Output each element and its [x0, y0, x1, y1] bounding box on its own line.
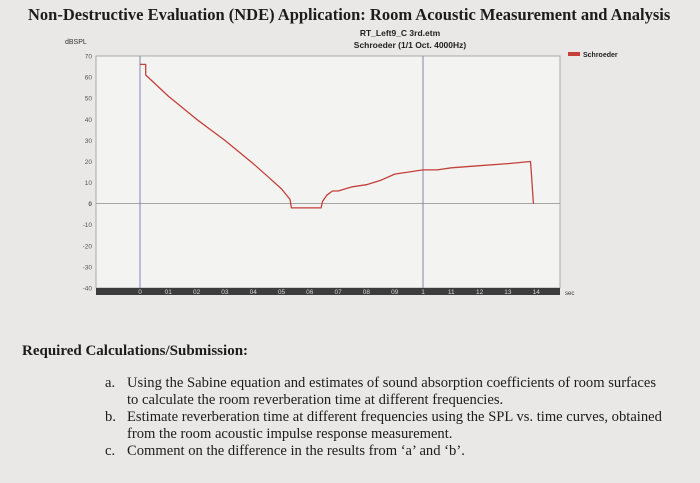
- chart-title: RT_Left9_C 3rd.etm: [360, 28, 441, 38]
- y-tick-label: 20: [85, 159, 93, 166]
- x-tick-label: 11: [448, 289, 455, 296]
- list-item-text: Comment on the difference in the results…: [127, 443, 465, 459]
- page-title: Non-Destructive Evaluation (NDE) Applica…: [28, 5, 671, 24]
- list-marker: b.: [105, 409, 116, 425]
- legend-swatch: [568, 52, 580, 56]
- y-tick-label: 40: [85, 117, 93, 124]
- y-tick-label: 10: [85, 180, 93, 187]
- x-tick-label: 05: [278, 289, 286, 296]
- y-tick-labels: 70 60 50 40 30 20 10 0 -10 -20 -30 -40: [83, 54, 93, 293]
- y-tick-label: -20: [83, 243, 93, 250]
- list-item: b. Estimate reverberation time at differ…: [105, 409, 665, 443]
- y-tick-label: 0: [88, 201, 92, 208]
- chart-subtitle: Schroeder (1/1 Oct. 4000Hz): [354, 40, 467, 50]
- x-axis-band: [96, 288, 560, 295]
- legend-label: Schroeder: [583, 52, 618, 59]
- y-tick-label: -30: [83, 264, 93, 271]
- y-tick-label: 30: [85, 138, 93, 145]
- x-tick-labels: 0 01 02 03 04 05 06 07 08 09 1 11 12 13 14: [138, 289, 540, 296]
- x-tick-label: 04: [250, 289, 258, 296]
- y-axis-label: dBSPL: [65, 39, 87, 46]
- x-tick-label: 0: [138, 289, 142, 296]
- y-tick-label: 70: [85, 54, 93, 61]
- schroeder-chart: RT_Left9_C 3rd.etm Schroeder (1/1 Oct. 4…: [65, 28, 618, 297]
- y-tick-label: 50: [85, 96, 93, 103]
- x-tick-label: 09: [391, 289, 399, 296]
- list-marker: c.: [105, 443, 116, 459]
- x-tick-label: 02: [193, 289, 201, 296]
- x-tick-label: 03: [221, 289, 229, 296]
- x-tick-label: 12: [476, 289, 484, 296]
- y-tick-label: 60: [85, 75, 93, 82]
- chart-grid: [95, 55, 561, 295]
- x-axis-label: sec: [565, 291, 574, 297]
- plot-area: [95, 55, 561, 289]
- x-tick-label: 07: [334, 289, 342, 296]
- list-item: a. Using the Sabine equation and estimat…: [105, 375, 665, 409]
- list-item-text: Estimate reverberation time at different…: [127, 409, 662, 442]
- y-tick-label: -40: [83, 286, 93, 293]
- list-marker: a.: [105, 375, 116, 391]
- requirements-heading: Required Calculations/Submission:: [22, 343, 249, 359]
- x-tick-label: 14: [533, 289, 541, 296]
- x-tick-label: 08: [363, 289, 371, 296]
- chart-legend: Schroeder: [568, 52, 618, 59]
- chart-container: RT_Left9_C 3rd.etm Schroeder (1/1 Oct. 4…: [65, 28, 618, 297]
- list-item: c. Comment on the difference in the resu…: [105, 443, 665, 460]
- x-tick-label: 1: [421, 289, 425, 296]
- series-layer: [140, 63, 535, 209]
- series-line-schroeder: [140, 63, 535, 209]
- x-tick-label: 13: [504, 289, 512, 296]
- requirements-list: a. Using the Sabine equation and estimat…: [105, 375, 665, 460]
- x-tick-label: 01: [165, 289, 173, 296]
- y-tick-label: -10: [83, 222, 93, 229]
- list-item-text: Using the Sabine equation and estimates …: [127, 375, 657, 408]
- x-tick-label: 06: [306, 289, 314, 296]
